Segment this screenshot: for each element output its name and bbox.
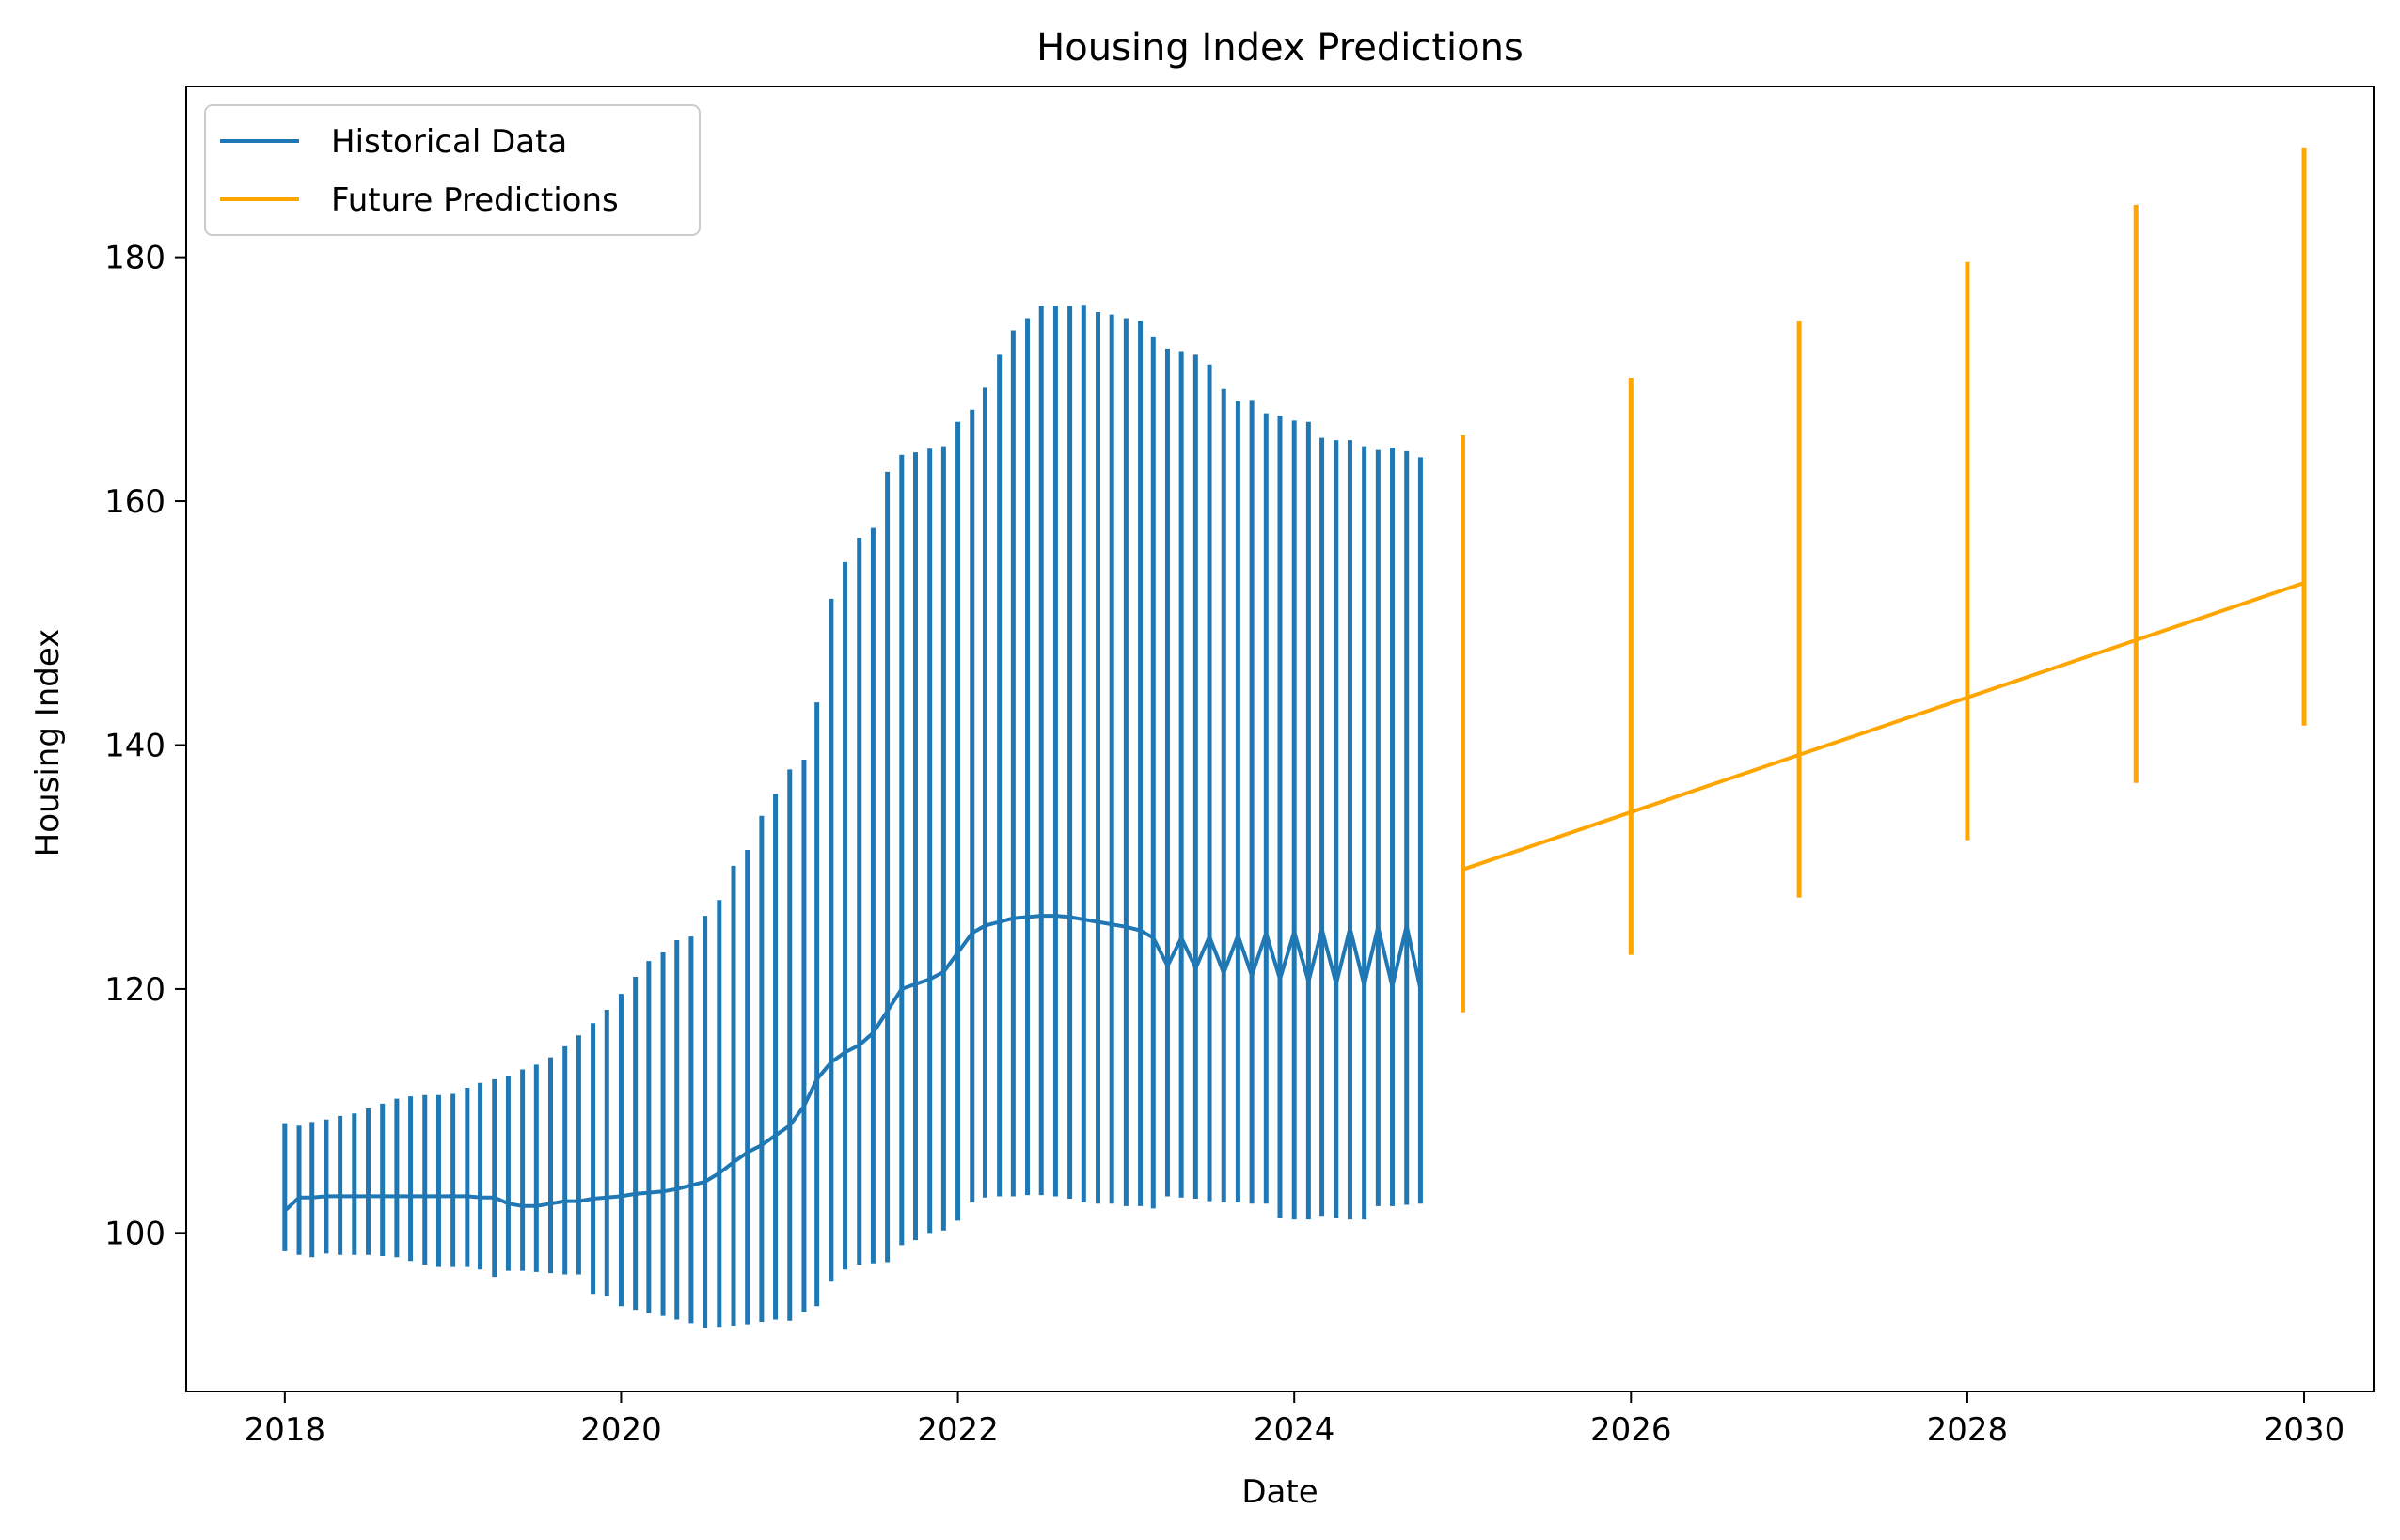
x-tick-label: 2026 [1590,1411,1672,1449]
series-line [1461,581,2305,872]
legend-box [204,104,701,236]
x-tick-label: 2020 [580,1411,662,1449]
y-axis-ticks: 100 120 140 160 180 [104,240,186,1252]
x-tick-label: 2028 [1927,1411,2009,1449]
y-tick-label: 100 [104,1215,166,1252]
x-tick-label: 2022 [917,1411,999,1449]
legend-label-historical: Historical Data [331,123,567,161]
y-tick-label: 120 [104,971,166,1009]
plot-marks [282,147,2307,1328]
x-tick-label: 2018 [245,1411,326,1449]
chart-title: Housing Index Predictions [1036,26,1524,70]
x-tick-label: 2024 [1254,1411,1335,1449]
x-axis-ticks: 2018 2020 2022 2024 2026 2028 2030 [245,1391,2345,1449]
y-axis-label: Housing Index [29,629,67,857]
x-tick-label: 2030 [2264,1411,2345,1449]
legend: Historical Data Future Predictions [204,104,701,236]
series-line [283,914,1423,1213]
y-tick-label: 180 [104,240,166,277]
y-tick-label: 160 [104,483,166,521]
plot-frame [185,86,2375,1392]
x-axis-label: Date [1241,1473,1318,1511]
legend-label-predictions: Future Predictions [331,181,619,219]
series-0 [282,305,1423,1328]
y-tick-label: 140 [104,727,166,764]
series-1 [1460,147,2307,1013]
